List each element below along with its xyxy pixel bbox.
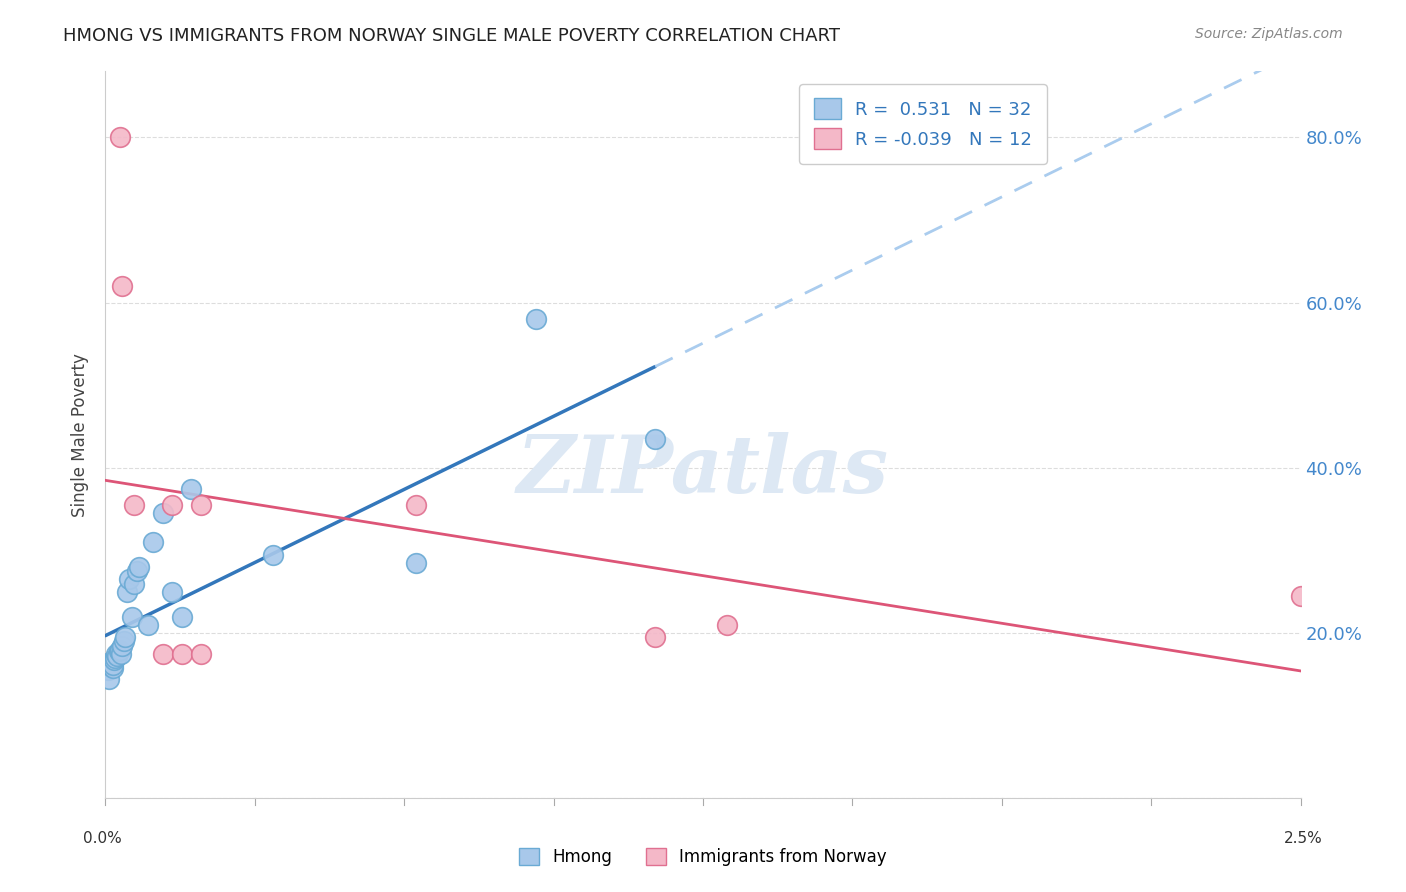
Point bbox=[162, 498, 184, 512]
Point bbox=[262, 548, 284, 562]
Point bbox=[98, 672, 121, 686]
Point bbox=[101, 661, 124, 675]
Point bbox=[118, 573, 141, 587]
Point bbox=[644, 630, 666, 644]
Point bbox=[644, 432, 666, 446]
Point bbox=[142, 535, 165, 549]
Point bbox=[104, 647, 127, 661]
Point bbox=[100, 659, 122, 673]
Point bbox=[108, 130, 131, 145]
Point bbox=[110, 647, 132, 661]
Point bbox=[114, 630, 136, 644]
Point bbox=[107, 649, 129, 664]
Text: Source: ZipAtlas.com: Source: ZipAtlas.com bbox=[1195, 27, 1343, 41]
Point bbox=[180, 482, 202, 496]
Point bbox=[405, 498, 427, 512]
Point bbox=[122, 576, 145, 591]
Text: ZIPatlas: ZIPatlas bbox=[517, 433, 889, 510]
Text: 2.5%: 2.5% bbox=[1284, 831, 1323, 847]
Point bbox=[170, 647, 193, 661]
Point bbox=[716, 618, 738, 632]
Point bbox=[103, 652, 125, 666]
Y-axis label: Single Male Poverty: Single Male Poverty bbox=[72, 353, 90, 516]
Point bbox=[524, 312, 547, 326]
Point bbox=[98, 655, 121, 669]
Point bbox=[128, 560, 150, 574]
Text: 0.0%: 0.0% bbox=[83, 831, 122, 847]
Point bbox=[152, 506, 174, 520]
Point bbox=[162, 584, 184, 599]
Point bbox=[111, 279, 134, 293]
Point bbox=[190, 647, 212, 661]
Legend: Hmong, Immigrants from Norway: Hmong, Immigrants from Norway bbox=[513, 841, 893, 873]
Point bbox=[104, 651, 127, 665]
Point bbox=[170, 609, 193, 624]
Legend: R =  0.531   N = 32, R = -0.039   N = 12: R = 0.531 N = 32, R = -0.039 N = 12 bbox=[799, 84, 1046, 163]
Point bbox=[152, 647, 174, 661]
Point bbox=[121, 609, 143, 624]
Point bbox=[125, 564, 148, 578]
Point bbox=[1289, 589, 1312, 603]
Point bbox=[405, 556, 427, 570]
Point bbox=[138, 618, 160, 632]
Point bbox=[190, 498, 212, 512]
Point bbox=[112, 634, 135, 648]
Point bbox=[101, 657, 124, 672]
Point bbox=[108, 642, 131, 657]
Point bbox=[122, 498, 145, 512]
Point bbox=[111, 639, 134, 653]
Point bbox=[108, 644, 131, 658]
Text: HMONG VS IMMIGRANTS FROM NORWAY SINGLE MALE POVERTY CORRELATION CHART: HMONG VS IMMIGRANTS FROM NORWAY SINGLE M… bbox=[63, 27, 841, 45]
Point bbox=[97, 663, 120, 677]
Point bbox=[115, 584, 138, 599]
